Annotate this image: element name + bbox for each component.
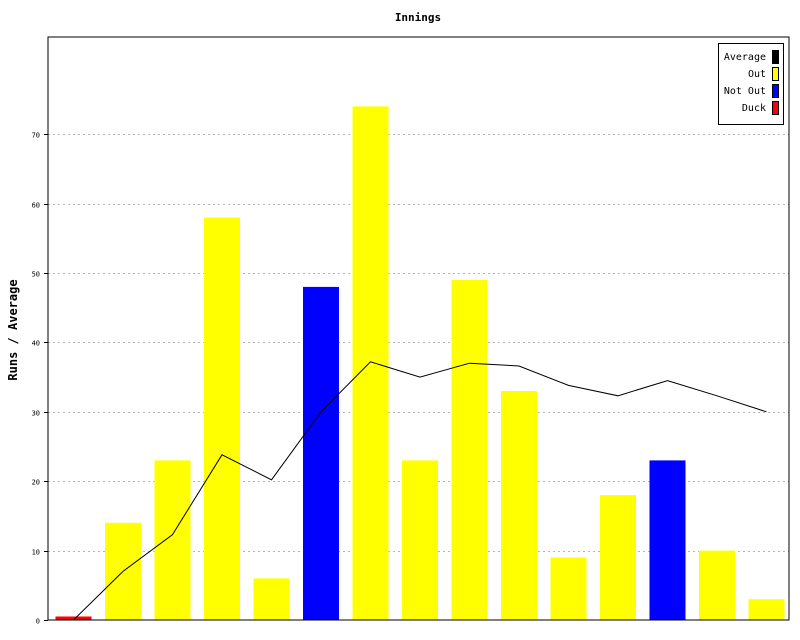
legend-swatch — [772, 84, 779, 98]
bar-out — [550, 557, 587, 620]
y-tick-label: 20 — [32, 479, 40, 487]
y-tick-label: 40 — [32, 340, 40, 348]
bar-duck — [55, 616, 92, 620]
legend-label: Out — [748, 69, 766, 80]
y-axis-label: Runs / Average — [6, 279, 20, 380]
y-tick-label: 10 — [32, 549, 40, 557]
legend: Average Out Not Out Duck — [718, 43, 784, 125]
bar-series — [55, 106, 785, 620]
bar-not-out — [303, 286, 339, 620]
average-line-series — [73, 361, 767, 621]
legend-label: Average — [724, 52, 766, 63]
average-line — [73, 361, 767, 621]
bar-out — [154, 460, 191, 620]
bar-out — [699, 550, 735, 620]
bar-out — [501, 391, 537, 620]
legend-swatch — [772, 67, 779, 81]
y-tick-label: 30 — [32, 410, 40, 418]
bar-out — [204, 217, 240, 620]
legend-label: Not Out — [724, 86, 766, 97]
legend-swatch — [772, 50, 779, 64]
bar-not-out — [649, 460, 686, 620]
y-tick-label: 60 — [32, 202, 40, 210]
bar-out — [402, 460, 438, 620]
legend-swatch — [772, 101, 779, 115]
legend-label: Duck — [742, 103, 766, 114]
y-tick-label: 70 — [32, 132, 40, 140]
bar-out — [600, 495, 636, 620]
bar-out — [352, 106, 389, 620]
y-axis-ticks: 0 10 20 30 40 50 60 70 — [32, 132, 48, 626]
y-tick-label: 0 — [36, 618, 40, 626]
plot-frame — [47, 36, 790, 621]
bar-out — [748, 599, 785, 620]
bar-out — [253, 578, 290, 620]
chart-title: Innings — [395, 11, 441, 24]
bar-out — [451, 279, 488, 620]
y-tick-label: 50 — [32, 271, 40, 279]
